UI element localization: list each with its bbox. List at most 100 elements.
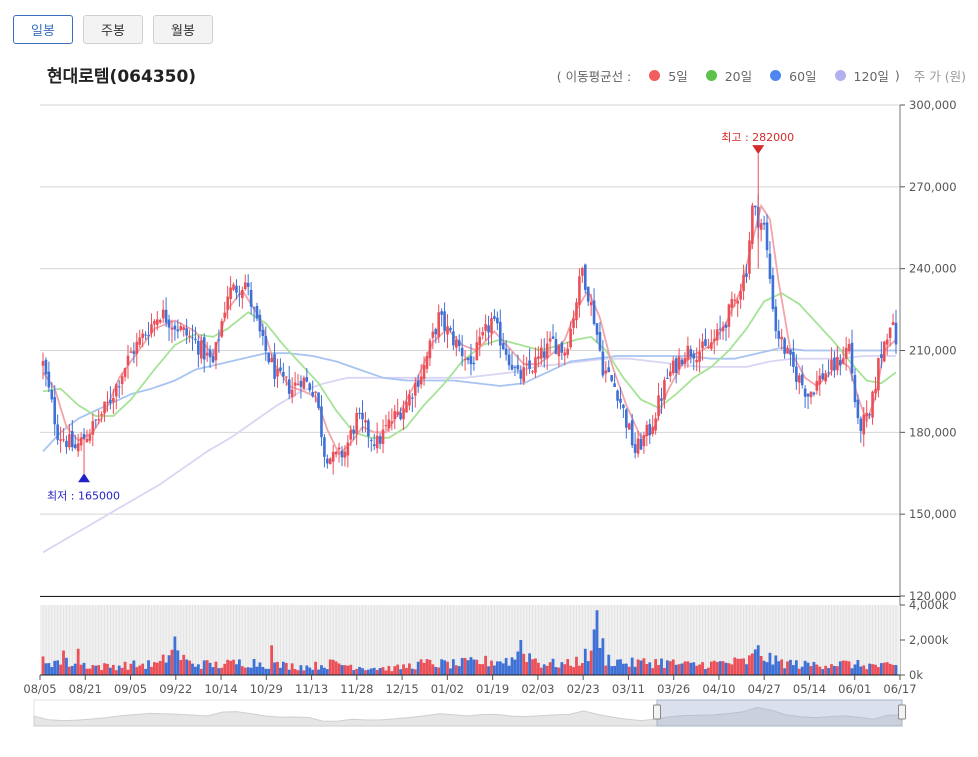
candle-body	[806, 393, 810, 397]
volume-bar	[372, 667, 376, 675]
date-tick-label: 10/14	[204, 682, 237, 696]
volume-bar	[416, 661, 420, 675]
volume-bar	[759, 656, 763, 675]
candle-body	[293, 382, 297, 386]
volume-bar	[750, 653, 754, 675]
candle-body	[241, 290, 244, 299]
navigator-handle-left[interactable]	[653, 704, 661, 720]
volume-bar	[868, 663, 872, 675]
candle-body	[730, 298, 734, 308]
volume-bar	[85, 668, 89, 675]
volume-bar	[67, 666, 71, 675]
volume-bar	[548, 662, 552, 675]
candle-body	[284, 376, 288, 378]
volume-bar	[604, 665, 608, 675]
ma20-line	[42, 292, 897, 439]
volume-bar	[528, 653, 531, 675]
candle-body	[302, 377, 306, 389]
candle-body	[768, 253, 772, 279]
volume-bar	[103, 663, 106, 675]
candle-body	[724, 324, 728, 328]
volume-bar	[466, 660, 470, 675]
candle-body	[525, 364, 528, 366]
volume-bar	[320, 665, 323, 675]
candle-body	[674, 358, 678, 373]
candle-body	[82, 433, 86, 440]
candle-body	[581, 267, 584, 276]
volume-bar	[59, 664, 62, 675]
tab-daily[interactable]: 일봉	[13, 15, 73, 44]
volume-bar	[621, 663, 625, 675]
candle-body	[59, 439, 62, 441]
candle-body	[85, 438, 89, 443]
candle-body	[53, 397, 57, 425]
date-tick-label: 04/10	[702, 682, 735, 696]
candle-body	[361, 412, 364, 420]
candle-body	[583, 264, 587, 290]
volume-bar	[217, 668, 221, 675]
candle-body	[88, 434, 92, 441]
candle-body	[153, 320, 156, 325]
candle-body	[437, 312, 441, 338]
volume-bar	[205, 660, 209, 675]
volume-bar	[211, 667, 215, 675]
volume-bar	[334, 661, 338, 675]
candle-body	[264, 336, 268, 352]
volume-bar	[671, 659, 675, 675]
candle-body	[428, 340, 432, 359]
volume-bar	[818, 666, 822, 675]
volume-bar	[311, 669, 315, 675]
candle-body	[114, 384, 118, 397]
date-tick-label: 03/26	[657, 682, 690, 696]
candle-body	[135, 341, 139, 354]
navigator-handle-right[interactable]	[898, 704, 906, 720]
volume-bar	[768, 652, 772, 675]
date-tick-label: 03/11	[612, 682, 645, 696]
volume-bar	[698, 664, 702, 675]
candle-body	[393, 411, 397, 420]
volume-bar	[665, 660, 669, 675]
volume-bar	[501, 663, 505, 675]
candle-body	[654, 418, 657, 431]
tab-weekly[interactable]: 주봉	[83, 15, 143, 44]
volume-bar	[780, 659, 784, 675]
volume-bar	[117, 665, 121, 675]
volume-bar	[202, 660, 206, 675]
volume-bar	[516, 651, 520, 675]
candle-body	[463, 359, 467, 361]
candle-body	[370, 439, 373, 441]
volume-bar	[88, 668, 92, 675]
volume-bar	[179, 660, 183, 675]
volume-bar	[789, 659, 792, 675]
candle-body	[566, 348, 569, 355]
candle-body	[686, 345, 690, 360]
volume-bar	[542, 664, 546, 675]
volume-bar	[557, 667, 561, 675]
candle-body	[695, 359, 698, 363]
date-axis: 08/05 08/21 09/05 09/22 10/14 10/29 11/13 11/28…	[23, 675, 917, 696]
candle-body	[100, 414, 103, 416]
candle-body	[73, 444, 77, 449]
candle-body	[715, 329, 719, 341]
candle-body	[642, 435, 646, 447]
volume-bar	[756, 645, 760, 675]
candle-body	[818, 375, 822, 385]
candle-body	[408, 394, 411, 406]
candle-body	[147, 335, 150, 337]
volume-bar	[510, 657, 514, 675]
volume-bar	[862, 665, 866, 675]
candle-body	[79, 437, 83, 446]
candle-body	[197, 340, 200, 355]
legend-label-ma60: 60일	[789, 69, 817, 84]
tab-monthly[interactable]: 월봉	[153, 15, 213, 44]
candle-body	[677, 356, 681, 370]
candle-body	[745, 273, 748, 278]
volume-bar	[229, 660, 233, 675]
candle-body	[232, 284, 235, 290]
volume-bar	[616, 659, 619, 675]
volume-bar	[812, 661, 816, 675]
candle-body	[460, 347, 464, 357]
moving-average-lines	[42, 203, 897, 554]
volume-bar	[106, 663, 109, 675]
volume-bar	[440, 659, 444, 675]
